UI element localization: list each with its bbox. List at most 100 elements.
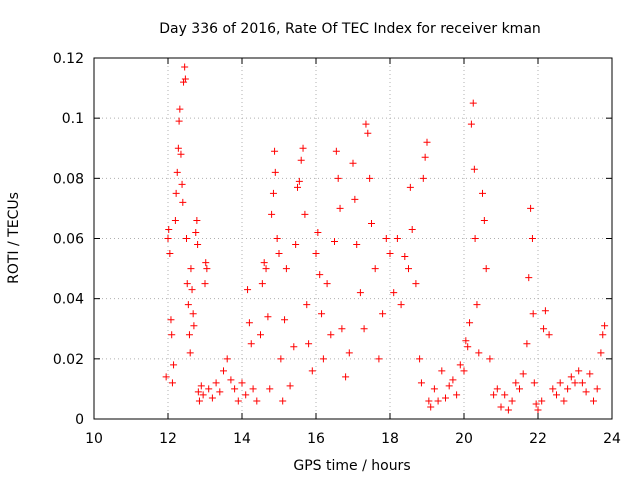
data-point — [185, 331, 193, 339]
data-point — [194, 388, 202, 396]
data-point — [430, 385, 438, 393]
data-point — [438, 367, 446, 375]
data-point — [316, 271, 324, 279]
data-point — [314, 228, 322, 236]
axis-ticks: 10 12 14 16 18 20 22 24 0 0.02 0.04 0.06 0.08 0.1 0.12 — [53, 51, 621, 447]
data-point — [417, 379, 425, 387]
data-point — [419, 174, 427, 182]
x-tick-label: 14 — [233, 431, 251, 447]
data-point — [486, 355, 494, 363]
data-point — [593, 385, 601, 393]
data-point — [167, 316, 175, 324]
data-point — [208, 394, 216, 402]
data-point — [351, 195, 359, 203]
data-point — [538, 397, 546, 405]
data-point — [177, 150, 185, 158]
data-point — [227, 376, 235, 384]
data-point — [336, 204, 344, 212]
data-point — [479, 189, 486, 197]
data-point — [408, 225, 416, 233]
data-point — [303, 301, 311, 309]
data-point — [475, 349, 483, 357]
data-point — [178, 180, 186, 188]
data-point — [371, 265, 379, 273]
data-point — [275, 250, 283, 258]
data-points — [162, 63, 609, 414]
data-point — [516, 385, 523, 393]
data-point — [599, 331, 607, 339]
data-point — [181, 75, 189, 83]
y-tick-label: 0.1 — [62, 111, 84, 127]
data-point — [368, 219, 375, 227]
data-point — [434, 397, 442, 405]
data-point — [323, 280, 331, 288]
data-point — [205, 385, 213, 393]
data-point — [528, 235, 536, 242]
data-point — [490, 391, 498, 399]
data-point — [174, 144, 182, 152]
data-point — [184, 301, 192, 309]
data-point — [271, 147, 279, 155]
data-point — [179, 198, 187, 206]
data-point — [172, 189, 180, 197]
chart-grid — [94, 58, 612, 419]
data-point — [601, 322, 609, 330]
data-point — [166, 250, 174, 258]
data-point — [501, 391, 509, 399]
data-point — [282, 265, 290, 273]
data-point — [590, 397, 597, 405]
data-point — [168, 379, 176, 387]
data-point — [480, 216, 488, 224]
data-point — [273, 235, 281, 242]
data-point — [334, 174, 342, 182]
data-point — [375, 355, 383, 363]
data-point — [332, 147, 340, 155]
x-axis-label: GPS time / hours — [293, 458, 410, 474]
data-point — [386, 250, 394, 258]
data-point — [312, 250, 320, 258]
data-point — [512, 379, 520, 387]
data-point — [556, 379, 564, 387]
data-point — [201, 280, 209, 288]
data-point — [189, 310, 197, 318]
data-point — [525, 274, 533, 282]
data-point — [401, 253, 409, 261]
data-point — [382, 235, 390, 242]
data-point — [186, 349, 194, 357]
data-point — [188, 286, 196, 294]
data-point — [469, 99, 477, 107]
data-point — [549, 385, 557, 393]
data-point — [427, 403, 435, 411]
data-point — [268, 210, 276, 218]
data-point — [530, 379, 538, 387]
data-point — [175, 117, 183, 125]
data-point — [482, 265, 490, 273]
data-point — [393, 235, 401, 242]
data-point — [456, 361, 464, 369]
data-point — [353, 241, 361, 249]
data-point — [360, 325, 368, 333]
data-point — [308, 367, 316, 375]
data-point — [286, 382, 294, 390]
data-point — [445, 382, 453, 390]
data-point — [193, 216, 201, 224]
data-point — [578, 379, 586, 387]
data-point — [242, 391, 250, 399]
data-point — [416, 355, 424, 363]
y-tick-label: 0.04 — [53, 292, 84, 308]
data-point — [176, 105, 184, 113]
x-tick-label: 12 — [159, 431, 177, 447]
data-point — [269, 189, 277, 197]
data-point — [192, 228, 200, 236]
data-point — [366, 174, 374, 182]
data-point — [529, 310, 537, 318]
data-point — [493, 385, 501, 393]
data-point — [356, 289, 364, 297]
data-point — [582, 388, 590, 396]
data-point — [262, 265, 270, 273]
data-point — [223, 355, 231, 363]
data-point — [421, 153, 429, 161]
data-point — [247, 340, 255, 348]
data-point — [244, 286, 252, 294]
